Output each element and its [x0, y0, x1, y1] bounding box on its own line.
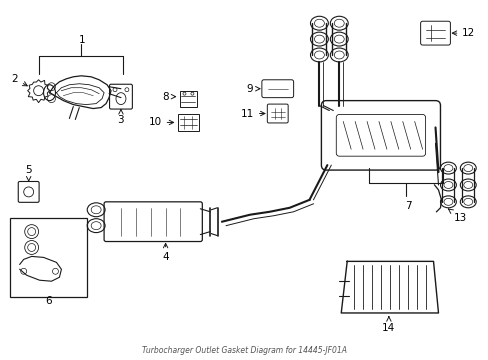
- Text: 10: 10: [148, 117, 173, 127]
- Text: 4: 4: [162, 243, 168, 262]
- Text: 8: 8: [162, 92, 175, 102]
- Bar: [177, 113, 199, 131]
- Text: 3: 3: [118, 109, 124, 126]
- Bar: [10, 218, 87, 297]
- Text: 12: 12: [451, 28, 475, 38]
- Text: Turbocharger Outlet Gasket Diagram for 14445-JF01A: Turbocharger Outlet Gasket Diagram for 1…: [141, 346, 346, 355]
- Text: 7: 7: [404, 201, 411, 211]
- Text: 5: 5: [25, 165, 32, 181]
- Text: 2: 2: [11, 74, 27, 86]
- Bar: [179, 91, 197, 107]
- Text: 14: 14: [382, 317, 395, 333]
- Text: 13: 13: [447, 209, 466, 223]
- Text: 11: 11: [240, 108, 264, 118]
- Text: 9: 9: [246, 84, 260, 94]
- Text: 6: 6: [45, 296, 52, 306]
- Text: 1: 1: [78, 35, 85, 45]
